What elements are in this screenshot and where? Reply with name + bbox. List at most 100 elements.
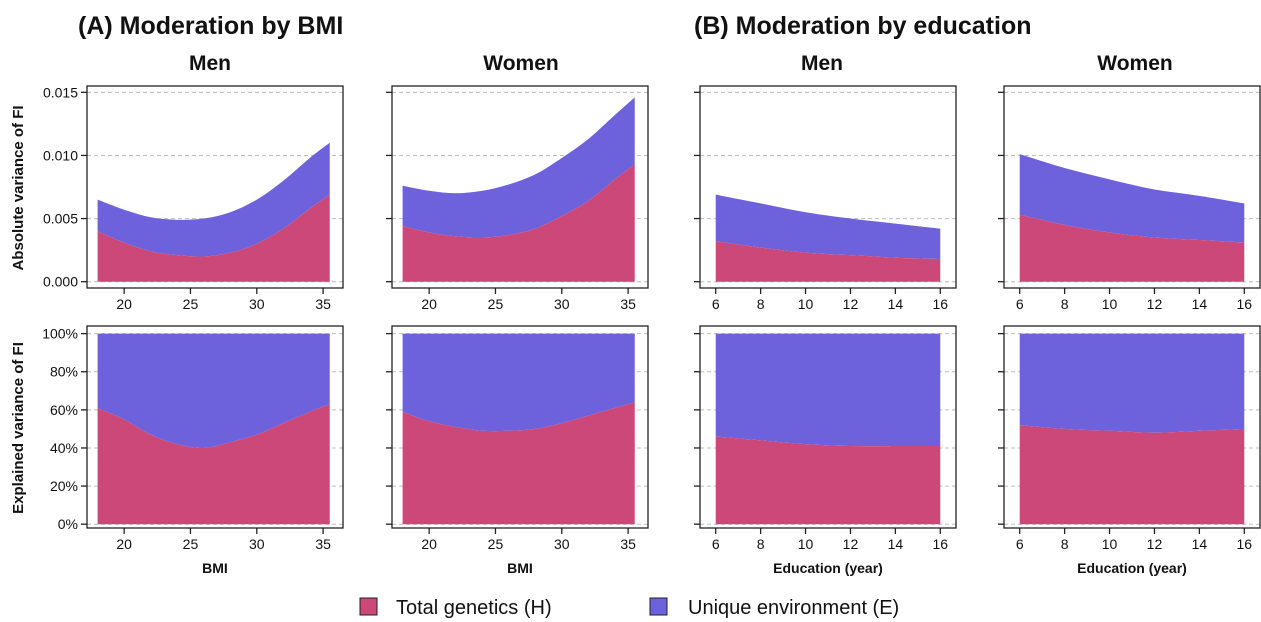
x-tick-label: 14	[888, 296, 904, 312]
legend-swatch-genetics	[359, 597, 378, 616]
series-area-unique-environment	[97, 142, 330, 257]
panel-absolute-education-women: 6 8 10 12 14 16	[998, 85, 1261, 312]
series-area-total-genetics	[402, 402, 635, 525]
y-tick-label: 0.015	[43, 84, 78, 100]
y-tick-label: 0.010	[43, 147, 78, 163]
series-area-total-genetics	[402, 164, 635, 282]
series-area-total-genetics	[1019, 425, 1245, 525]
x-tick-label: 35	[620, 536, 636, 552]
panel-absolute-bmi-men: 0.000 0.005 0.010 0.015 20 25 30 35	[43, 84, 344, 312]
x-tick-label: 30	[249, 296, 265, 312]
plot-frame	[699, 85, 957, 289]
y-tick-label: 60%	[50, 402, 78, 418]
panel-explained-education-men: 6 8 10 12 14 16 Education (year)	[694, 325, 957, 576]
plot-frame	[391, 325, 649, 529]
panel-explained-bmi-men: 0% 20% 40% 60% 80% 100% 20 25 30 35 BMI	[42, 325, 344, 576]
row-ylabel-absolute: Absolute variance of FI	[10, 105, 27, 270]
y-tick-label: 80%	[50, 364, 78, 380]
column-title-bmi-women: Women	[483, 52, 558, 75]
series-area-total-genetics	[97, 404, 330, 525]
column-title-bmi-men: Men	[189, 52, 231, 75]
x-tick-label: 35	[620, 296, 636, 312]
series-area-total-genetics	[715, 241, 941, 282]
x-tick-label: 6	[1016, 536, 1024, 552]
x-tick-label: 8	[757, 296, 765, 312]
x-tick-label: 16	[1236, 536, 1252, 552]
y-tick-label: 100%	[42, 326, 78, 342]
x-tick-label: 20	[116, 296, 132, 312]
legend: Total genetics (H) Unique environment (E…	[359, 597, 899, 619]
x-tick-label: 12	[843, 536, 859, 552]
x-axis-title: Education (year)	[1077, 560, 1187, 576]
legend-label-genetics: Total genetics (H)	[396, 597, 552, 619]
legend-swatch-environment	[649, 597, 668, 616]
series-area-total-genetics	[1019, 214, 1245, 282]
y-tick-label: 0%	[58, 516, 78, 532]
x-tick-label: 14	[888, 536, 904, 552]
y-tick-label: 0.005	[43, 211, 78, 227]
column-title-education-women: Women	[1097, 52, 1172, 75]
y-tick-label: 40%	[50, 440, 78, 456]
x-tick-label: 14	[1192, 296, 1208, 312]
panel-grid: 0.000 0.005 0.010 0.015 20 25 30 35 20 25 30 35 6 8 10…	[42, 84, 1261, 576]
series-area-unique-environment	[715, 194, 941, 259]
series-area-total-genetics	[715, 436, 941, 525]
series-area-total-genetics	[97, 194, 330, 282]
x-tick-label: 20	[116, 536, 132, 552]
plot-frame	[391, 85, 649, 289]
x-tick-label: 12	[843, 296, 859, 312]
x-tick-label: 10	[1102, 536, 1118, 552]
x-tick-label: 12	[1147, 296, 1163, 312]
section-title-a: (A) Moderation by BMI	[78, 12, 343, 40]
plot-frame	[86, 325, 344, 529]
x-axis-title: Education (year)	[773, 560, 883, 576]
x-tick-label: 25	[488, 296, 504, 312]
x-tick-label: 6	[712, 536, 720, 552]
series-area-unique-environment	[715, 333, 941, 447]
x-tick-label: 30	[554, 536, 570, 552]
x-tick-label: 16	[932, 536, 948, 552]
x-tick-label: 25	[488, 536, 504, 552]
x-tick-label: 30	[554, 296, 570, 312]
series-area-unique-environment	[1019, 154, 1245, 243]
column-title-education-men: Men	[801, 52, 843, 75]
panel-explained-education-women: 6 8 10 12 14 16 Education (year)	[998, 325, 1261, 576]
plot-frame	[699, 325, 957, 529]
series-area-unique-environment	[402, 97, 635, 238]
x-tick-label: 12	[1147, 536, 1163, 552]
y-tick-label: 20%	[50, 478, 78, 494]
x-tick-label: 8	[757, 536, 765, 552]
x-axis-title: BMI	[202, 560, 228, 576]
x-tick-label: 10	[798, 296, 814, 312]
x-tick-label: 8	[1061, 536, 1069, 552]
x-tick-label: 35	[315, 536, 331, 552]
x-tick-label: 20	[421, 296, 437, 312]
row-ylabel-explained: Explained variance of FI	[10, 342, 27, 514]
panel-absolute-education-men: 6 8 10 12 14 16	[694, 85, 957, 312]
panel-explained-bmi-women: 20 25 30 35 BMI	[386, 325, 649, 576]
plot-frame	[1003, 85, 1261, 289]
plot-frame	[1003, 325, 1261, 529]
series-area-unique-environment	[402, 333, 635, 432]
x-tick-label: 20	[421, 536, 437, 552]
x-tick-label: 14	[1192, 536, 1208, 552]
x-tick-label: 30	[249, 536, 265, 552]
x-tick-label: 10	[1102, 296, 1118, 312]
x-tick-label: 16	[932, 296, 948, 312]
x-tick-label: 25	[183, 536, 199, 552]
x-tick-label: 8	[1061, 296, 1069, 312]
series-area-unique-environment	[97, 333, 330, 448]
y-tick-label: 0.000	[43, 274, 78, 290]
x-tick-label: 16	[1236, 296, 1252, 312]
series-area-unique-environment	[1019, 333, 1245, 433]
x-tick-label: 6	[1016, 296, 1024, 312]
x-tick-label: 25	[183, 296, 199, 312]
plot-frame	[86, 85, 344, 289]
x-tick-label: 10	[798, 536, 814, 552]
x-tick-label: 6	[712, 296, 720, 312]
x-axis-title: BMI	[507, 560, 533, 576]
section-title-b: (B) Moderation by education	[694, 12, 1032, 40]
panel-absolute-bmi-women: 20 25 30 35	[386, 85, 649, 312]
legend-label-environment: Unique environment (E)	[688, 597, 899, 619]
